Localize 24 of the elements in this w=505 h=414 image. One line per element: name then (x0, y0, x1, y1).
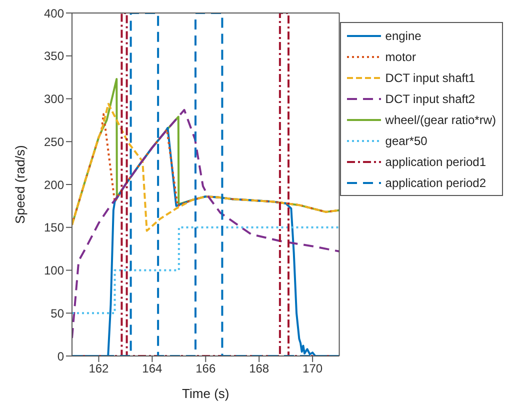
x-tick-label: 162 (88, 362, 110, 376)
y-tick-label: 400 (44, 6, 64, 20)
legend-label: application period2 (385, 176, 486, 190)
legend-label: engine (385, 28, 422, 42)
x-tick-label: 164 (142, 362, 163, 376)
y-tick-label: 300 (44, 92, 64, 106)
x-axis-title: Time (s) (182, 386, 230, 401)
legend-label: wheel/(gear ratio*rw) (385, 112, 496, 126)
legend-label: DCT input shaft1 (385, 70, 476, 84)
y-tick-label: 200 (44, 178, 64, 192)
y-tick-label: 0 (57, 349, 64, 364)
legend-label: gear*50 (385, 134, 428, 148)
x-tick-label: 168 (249, 362, 270, 376)
x-tick-label: 170 (302, 362, 323, 376)
y-tick-label: 350 (44, 49, 64, 64)
y-axis-title: Speed (rad/s) (12, 145, 28, 224)
legend-label: application period1 (385, 154, 486, 168)
y-tick-label: 100 (44, 264, 64, 278)
y-tick-label: 50 (50, 306, 64, 320)
legend-label: motor (385, 50, 416, 64)
x-tick-label: 166 (196, 362, 216, 376)
y-tick-label: 250 (44, 134, 64, 149)
legend-label: DCT input shaft2 (385, 92, 476, 106)
y-tick-label: 150 (44, 220, 64, 235)
